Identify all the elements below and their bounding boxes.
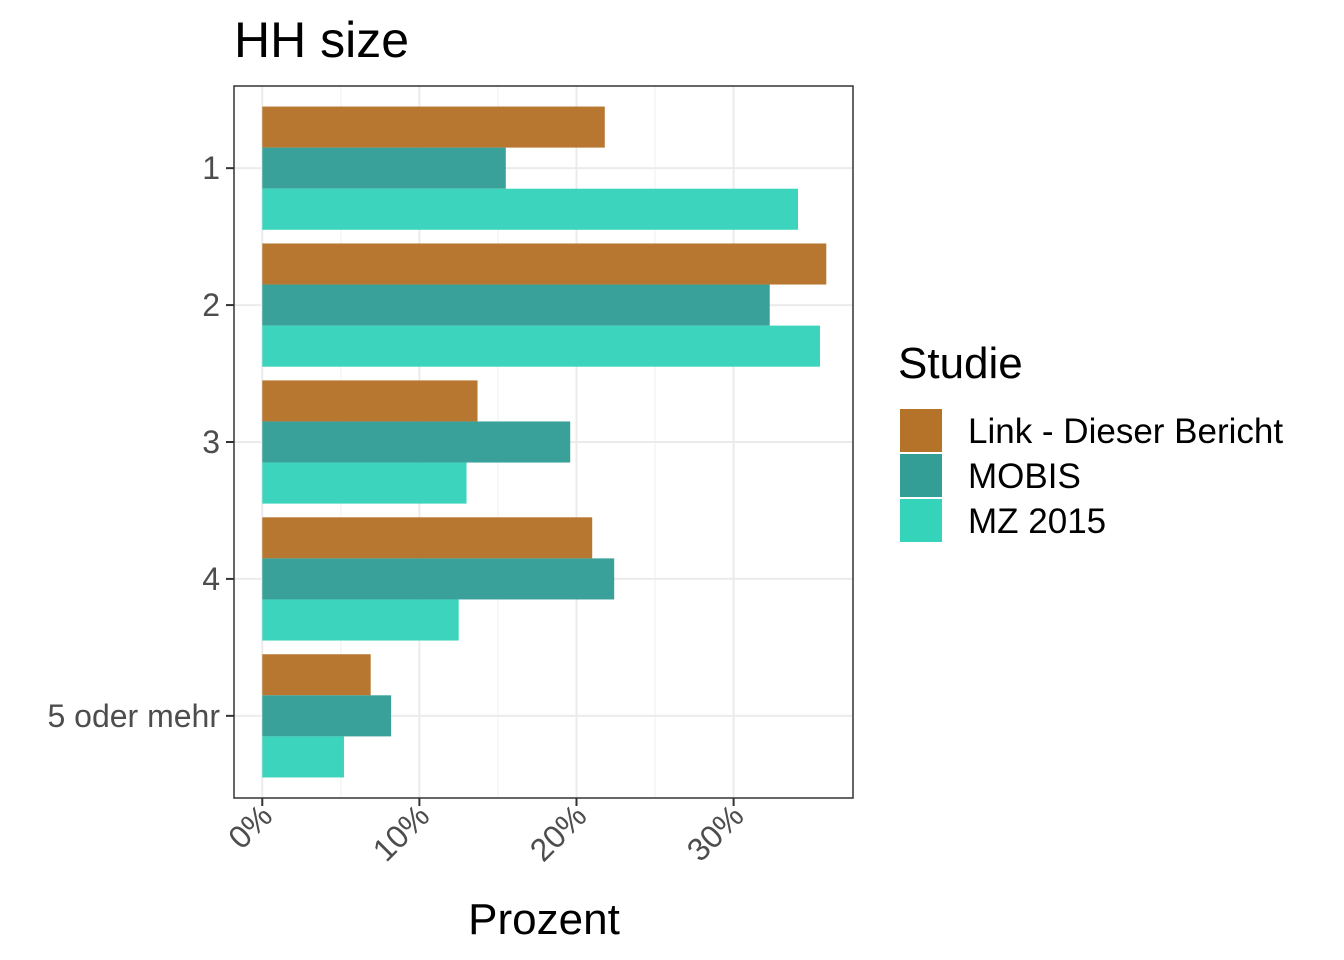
x-tick-label: 0%: [221, 797, 279, 855]
y-tick-label: 4: [202, 561, 220, 597]
y-axis: 1 2 3 4 5 oder mehr: [47, 150, 234, 734]
bar: [262, 558, 615, 600]
bar: [262, 284, 770, 326]
chart-title: HH size: [234, 12, 409, 68]
bar: [262, 421, 571, 463]
bar: [262, 188, 799, 230]
legend-title: Studie: [898, 339, 1023, 388]
bar: [262, 325, 821, 367]
bar: [262, 106, 605, 148]
x-tick-label: 10%: [366, 797, 437, 868]
legend-key: [900, 499, 942, 542]
y-tick-label: 2: [202, 287, 220, 323]
y-tick-label: 1: [202, 150, 220, 186]
legend-key: [900, 409, 942, 452]
legend-key: [900, 454, 942, 497]
x-axis-title: Prozent: [468, 895, 620, 944]
x-axis: 0% 10% 20% 30%: [221, 797, 750, 868]
bar: [262, 147, 506, 189]
y-tick-label: 5 oder mehr: [47, 698, 220, 734]
bar: [262, 462, 467, 504]
bar: [262, 654, 371, 696]
bar: [262, 599, 459, 641]
legend: Studie Link - Dieser Bericht MOBIS MZ 2015: [898, 339, 1283, 542]
bar: [262, 243, 827, 285]
legend-label: Link - Dieser Bericht: [968, 412, 1283, 451]
bar: [262, 736, 344, 778]
legend-label: MZ 2015: [968, 502, 1106, 541]
bar: [262, 380, 478, 422]
bar: [262, 517, 593, 559]
x-tick-label: 30%: [680, 797, 751, 868]
x-tick-label: 20%: [523, 797, 594, 868]
legend-label: MOBIS: [968, 457, 1081, 496]
bar: [262, 695, 392, 737]
bars: [262, 106, 827, 778]
y-tick-label: 3: [202, 424, 220, 460]
